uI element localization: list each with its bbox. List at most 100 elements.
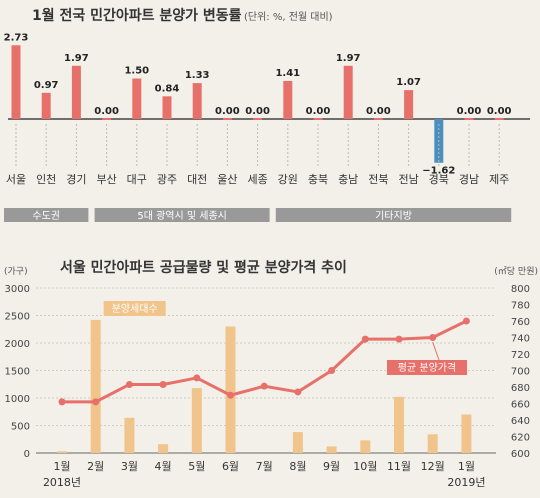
right-tick-label: 620	[511, 433, 530, 444]
chart1-subtitle: (단위: %, 전월 대비)	[244, 10, 333, 23]
bar-legend-box	[103, 301, 166, 316]
supply-bar	[427, 434, 438, 453]
price-point	[294, 388, 302, 396]
category-label: 서울	[6, 173, 26, 186]
right-tick-label: 660	[511, 400, 530, 411]
supply-bar	[158, 444, 169, 453]
month-label: 4월	[155, 460, 172, 473]
month-label: 2월	[87, 460, 104, 473]
right-tick-label: 700	[511, 367, 530, 378]
bar	[71, 65, 81, 119]
value-label: 0.00	[306, 106, 331, 117]
group-band	[275, 208, 512, 222]
year-label-2018: 2018년	[43, 476, 81, 489]
supply-bar	[360, 440, 371, 453]
category-label: 충남	[338, 173, 358, 186]
price-point	[361, 335, 369, 343]
bar	[343, 65, 353, 119]
left-tick-label: 1000	[5, 394, 30, 405]
value-label: 0.00	[245, 106, 270, 117]
group-label: 5대 광역시 및 세종시	[137, 210, 227, 222]
left-tick-label: 2500	[5, 312, 30, 323]
bar	[283, 80, 293, 119]
right-tick-label: 740	[511, 334, 530, 345]
value-label: 1.33	[185, 70, 210, 81]
right-tick-label: 600	[511, 449, 530, 460]
value-label: −1.62	[422, 166, 455, 177]
value-label: 0.00	[94, 106, 119, 117]
right-axis-unit: (㎡당 만원)	[494, 266, 538, 277]
month-label: 11월	[387, 460, 411, 473]
value-label: 1.50	[124, 66, 149, 77]
group-label: 기타지방	[375, 210, 412, 222]
price-point	[429, 334, 437, 341]
month-label: 5월	[188, 460, 205, 473]
price-point	[58, 398, 66, 406]
value-label: 1.97	[64, 53, 89, 64]
supply-bar	[225, 326, 236, 453]
regional-change-chart: 1월 전국 민간아파트 분양가 변동률 (단위: %, 전월 대비) 2.73 서…	[4, 7, 530, 222]
value-label: 1.41	[275, 68, 300, 79]
category-label: 인천	[36, 172, 56, 186]
right-tick-label: 640	[511, 416, 530, 427]
category-label: 대전	[187, 173, 207, 186]
category-label: 전남	[398, 173, 418, 186]
price-point	[227, 391, 234, 399]
price-point	[125, 381, 133, 389]
chart2-plot: 0 500 1000 1500 2000 2500 3000 600 620 640 660 680 7…	[5, 284, 530, 489]
chart1-title: 1월 전국 민간아파트 분양가 변동률	[32, 7, 242, 24]
bar	[11, 45, 21, 119]
category-label: 광주	[157, 173, 177, 186]
month-label: 8월	[289, 460, 306, 473]
chart2-title: 서울 민간아파트 공급물량 및 평균 분양가격 추이	[60, 259, 347, 276]
category-label: 울산	[217, 173, 237, 186]
group-band	[4, 208, 89, 222]
value-label: 0.00	[457, 106, 482, 117]
value-label: 0.97	[34, 80, 59, 91]
line-legend-leader	[432, 341, 440, 361]
bar	[132, 78, 142, 119]
price-point	[193, 374, 201, 382]
price-point	[462, 317, 470, 325]
value-label: 2.73	[4, 32, 29, 43]
right-tick-label: 800	[511, 284, 530, 295]
category-label: 대구	[127, 173, 147, 186]
price-point	[260, 382, 268, 390]
bar	[404, 90, 414, 119]
category-label: 경북	[429, 173, 449, 186]
month-label: 10월	[353, 460, 377, 473]
left-tick-label: 0	[24, 449, 30, 460]
value-label: 1.07	[396, 77, 421, 88]
supply-bar	[461, 414, 472, 453]
supply-bar	[394, 396, 404, 453]
supply-bar	[90, 319, 101, 453]
category-label: 경남	[459, 173, 479, 186]
month-label: 3월	[121, 460, 138, 473]
price-point	[395, 335, 403, 343]
month-label: 12월	[421, 460, 445, 473]
category-label: 전북	[368, 173, 388, 186]
line-legend-box	[387, 360, 467, 375]
supply-bar	[191, 388, 202, 453]
chart1-plot: 2.73 서울 0.97 인천 1.97 경기 0.00 부산 1.50 대구 0.84 광주 1.33…	[4, 32, 530, 222]
price-point	[328, 367, 336, 374]
category-label: 부산	[96, 173, 116, 186]
left-axis-unit: (가구)	[4, 266, 28, 277]
category-label: 세종	[247, 173, 267, 186]
bar	[162, 96, 172, 119]
price-point	[159, 381, 167, 389]
group-label: 수도권	[32, 210, 60, 222]
value-label: 1.97	[336, 53, 361, 64]
price-point	[92, 398, 100, 406]
value-label: 0.00	[487, 106, 512, 117]
group-band	[94, 208, 270, 222]
year-label-2019: 2019년	[447, 476, 485, 489]
supply-bar	[326, 446, 337, 453]
month-label: 6월	[222, 460, 239, 473]
category-label: 제주	[489, 173, 509, 186]
line-legend-label: 평균 분양가격	[398, 361, 456, 374]
month-label: 1월	[458, 460, 475, 473]
left-tick-label: 500	[11, 422, 30, 433]
category-label: 충북	[308, 173, 328, 186]
